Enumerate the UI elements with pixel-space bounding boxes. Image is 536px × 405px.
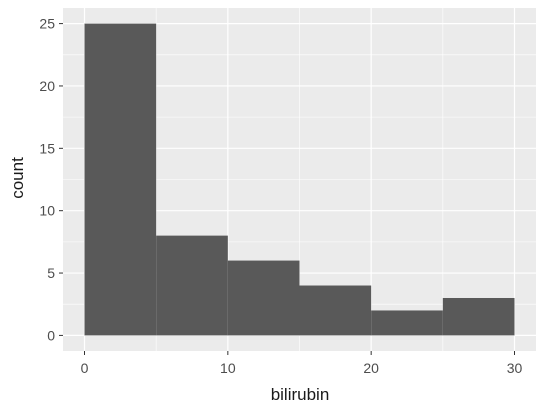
y-tick-label: 10: [39, 203, 55, 219]
y-tick-label: 25: [39, 16, 55, 32]
histogram-bar: [227, 260, 300, 336]
y-axis-title: count: [8, 157, 27, 199]
y-tick-label: 0: [47, 327, 55, 343]
x-tick-label: 0: [81, 360, 89, 376]
y-tick-label: 20: [39, 78, 55, 94]
axis-ticks: [59, 23, 515, 355]
y-tick-label: 15: [39, 140, 55, 156]
x-tick-labels: 0 10 20 30: [81, 360, 523, 376]
histogram-bar: [84, 23, 157, 336]
y-tick-label: 5: [47, 265, 55, 281]
x-tick-label: 30: [507, 360, 523, 376]
histogram-bar: [299, 285, 372, 336]
histogram-bar: [371, 310, 443, 336]
x-tick-label: 10: [220, 360, 236, 376]
histogram-bar: [156, 235, 228, 336]
x-tick-label: 20: [363, 360, 379, 376]
x-axis-title: bilirubin: [271, 385, 330, 404]
bars: [84, 23, 515, 336]
histogram-bar: [442, 297, 515, 336]
y-tick-labels: 0 5 10 15 20 25: [39, 16, 55, 344]
